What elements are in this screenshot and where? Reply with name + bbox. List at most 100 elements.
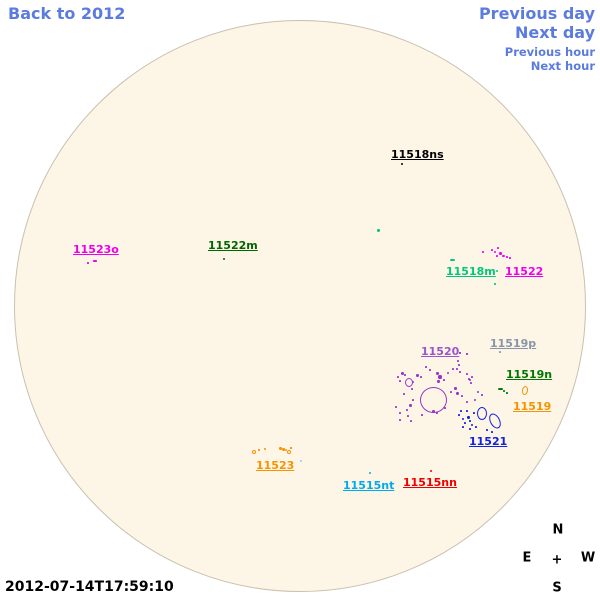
sunspot-mark bbox=[453, 386, 457, 390]
sunspot-mark bbox=[497, 247, 499, 249]
sunspot-mark bbox=[410, 420, 412, 422]
sunspot-mark bbox=[455, 391, 459, 395]
sunspot-mark bbox=[438, 375, 442, 379]
observation-timestamp: 2012-07-14T17:59:10 bbox=[5, 579, 174, 595]
sunspot-mark bbox=[421, 414, 423, 416]
sunspot-mark bbox=[431, 409, 435, 413]
sunspot-mark bbox=[399, 412, 401, 414]
sunspot-mark bbox=[468, 378, 472, 382]
sunspot-mark bbox=[420, 376, 422, 378]
sunspot-mark bbox=[449, 259, 455, 261]
sunspot-mark bbox=[473, 412, 475, 414]
hour-navigation: Previous hour Next hour bbox=[505, 45, 595, 73]
previous-hour-link[interactable]: Previous hour bbox=[504, 45, 595, 59]
sunspot-mark bbox=[475, 426, 477, 428]
sunspot-mark bbox=[466, 373, 468, 375]
next-day-link[interactable]: Next day bbox=[515, 23, 595, 42]
back-to-year-link[interactable]: Back to 2012 bbox=[8, 4, 126, 23]
sunspot-mark bbox=[406, 409, 408, 411]
sunspot-mark bbox=[506, 392, 508, 394]
sunspot-mark bbox=[436, 412, 438, 414]
sunspot-mark bbox=[287, 450, 291, 454]
sunspot-mark bbox=[300, 460, 302, 462]
sunspot-mark bbox=[397, 376, 399, 378]
day-navigation: Previous day Next day bbox=[479, 4, 595, 42]
region-link-11520[interactable]: 11520 bbox=[421, 345, 460, 358]
sunspot-mark bbox=[400, 162, 404, 166]
sunspot-mark bbox=[471, 376, 473, 378]
sunspot-mark bbox=[429, 469, 433, 473]
sunspot-mark bbox=[498, 351, 502, 353]
sunspot-mark bbox=[450, 391, 452, 393]
sunspot-mark bbox=[464, 422, 466, 424]
sunspot-mark bbox=[470, 423, 474, 427]
sunspot-mark bbox=[466, 353, 468, 355]
next-hour-link[interactable]: Next hour bbox=[530, 59, 595, 73]
sunspot-mark bbox=[497, 388, 503, 390]
sunspot-mark bbox=[429, 369, 431, 371]
solar-disk bbox=[14, 20, 586, 592]
sunspot-mark bbox=[444, 407, 446, 409]
sunspot-mark bbox=[495, 269, 499, 273]
sunspot-mark bbox=[493, 250, 497, 254]
sunspot-mark bbox=[252, 450, 256, 454]
sunspot-mark bbox=[466, 410, 468, 412]
sunspot-mark bbox=[404, 374, 406, 376]
sunspot-mark bbox=[458, 414, 460, 416]
previous-day-link[interactable]: Previous day bbox=[478, 4, 595, 23]
region-link-11521[interactable]: 11521 bbox=[469, 435, 508, 448]
sunspot-mark bbox=[436, 379, 440, 383]
sunspot-mark bbox=[408, 403, 412, 407]
sunspot-mark bbox=[506, 256, 508, 258]
sunspot-mark bbox=[425, 366, 427, 368]
sunspot-mark bbox=[412, 399, 414, 401]
sunspot-mark bbox=[399, 380, 401, 382]
sunspot-mark bbox=[473, 398, 477, 402]
sunspot-mark bbox=[395, 406, 397, 408]
sunspot-mark bbox=[263, 447, 267, 451]
region-link-11519[interactable]: 11519 bbox=[513, 400, 552, 413]
sunspot-mark bbox=[284, 448, 288, 452]
sunspot-mark bbox=[435, 371, 439, 375]
compass-south-label: S bbox=[552, 580, 562, 596]
sunspot-mark bbox=[462, 426, 464, 428]
sunspot-mark bbox=[491, 431, 493, 433]
sunspot-mark bbox=[461, 417, 465, 421]
region-link-11518m[interactable]: 11518m bbox=[446, 265, 496, 278]
sunspot-mark bbox=[469, 428, 471, 430]
sunspot-mark bbox=[502, 390, 506, 392]
region-link-11515nn[interactable]: 11515nn bbox=[403, 476, 457, 489]
sunspot-mark bbox=[452, 368, 454, 370]
region-link-11519n[interactable]: 11519n bbox=[506, 368, 553, 381]
sunspot-mark bbox=[411, 380, 415, 384]
sunspot-mark bbox=[411, 388, 413, 390]
sunspot-mark bbox=[477, 406, 487, 420]
region-link-11522m[interactable]: 11522m bbox=[208, 239, 258, 252]
sunspot-mark bbox=[494, 283, 496, 285]
sunspot-mark bbox=[501, 254, 505, 258]
region-link-11515nt[interactable]: 11515nt bbox=[343, 479, 395, 492]
sunspot-mark bbox=[281, 447, 285, 451]
sunspot-mark bbox=[459, 371, 461, 373]
sunspot-mark bbox=[469, 420, 471, 422]
sunspot-mark bbox=[459, 352, 461, 354]
region-link-11523[interactable]: 11523 bbox=[256, 459, 295, 472]
sunspot-mark bbox=[290, 447, 292, 449]
sunspot-mark bbox=[470, 382, 472, 384]
sunspot-mark bbox=[400, 371, 404, 375]
compass-west-label: W bbox=[580, 550, 596, 566]
region-link-11519p[interactable]: 11519p bbox=[490, 337, 537, 350]
sunspot-mark bbox=[496, 255, 498, 257]
region-link-11523o[interactable]: 11523o bbox=[73, 243, 119, 256]
sunspot-mark bbox=[443, 379, 445, 381]
compass-center-mark: + bbox=[551, 552, 563, 568]
sunspot-mark bbox=[376, 228, 380, 232]
sunspot-mark bbox=[403, 393, 405, 395]
sunspot-mark bbox=[87, 262, 89, 264]
sunspot-mark bbox=[481, 394, 483, 396]
region-link-11522[interactable]: 11522 bbox=[505, 265, 544, 278]
sunspot-mark bbox=[482, 251, 484, 253]
sunspot-mark bbox=[368, 471, 372, 475]
region-link-11518ns[interactable]: 11518ns bbox=[391, 148, 444, 161]
